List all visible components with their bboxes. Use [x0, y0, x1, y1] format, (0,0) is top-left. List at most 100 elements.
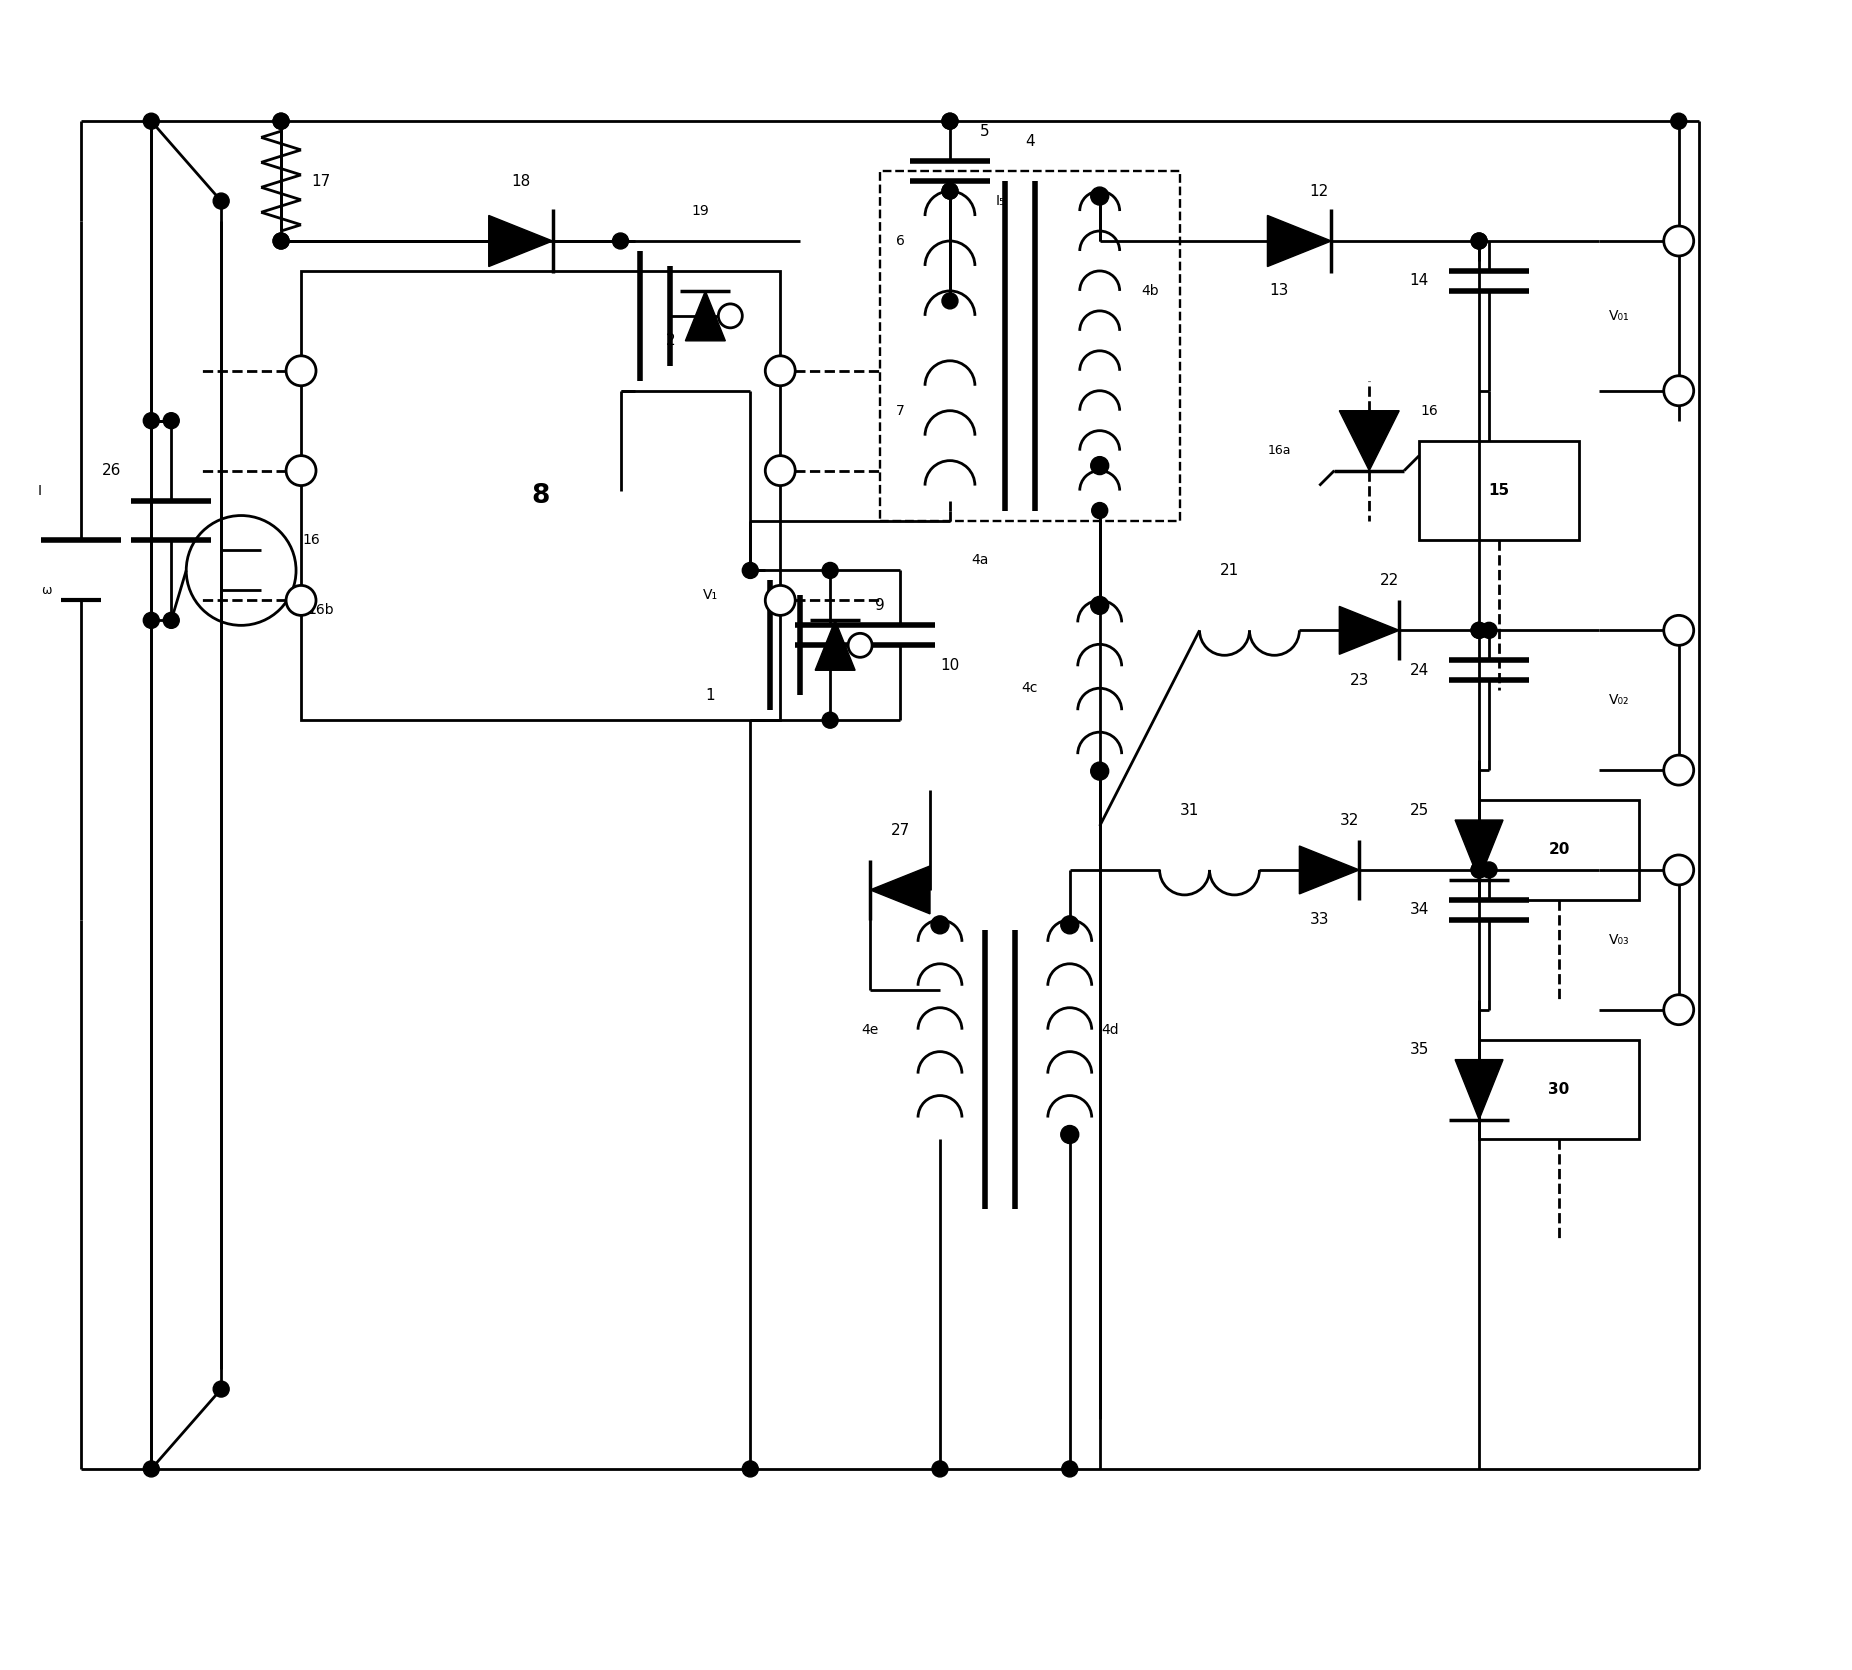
Text: 12: 12	[1309, 184, 1330, 199]
Circle shape	[213, 194, 230, 209]
Circle shape	[1663, 225, 1695, 256]
Text: V₀₁: V₀₁	[1609, 309, 1630, 322]
Text: I: I	[37, 484, 41, 498]
Circle shape	[272, 234, 289, 249]
Circle shape	[272, 114, 289, 129]
Polygon shape	[489, 215, 552, 267]
Circle shape	[1091, 762, 1109, 780]
Circle shape	[1470, 623, 1487, 638]
Text: 25: 25	[1409, 803, 1428, 818]
Bar	[1419, 441, 1580, 541]
Circle shape	[272, 114, 289, 129]
Circle shape	[1091, 456, 1109, 474]
Bar	[1480, 1040, 1639, 1139]
Circle shape	[943, 114, 957, 129]
Circle shape	[1470, 623, 1487, 638]
Bar	[1480, 800, 1639, 900]
Polygon shape	[1267, 215, 1332, 267]
Text: 8: 8	[532, 483, 550, 509]
Circle shape	[1663, 855, 1695, 885]
Bar	[880, 170, 1180, 521]
Text: 15: 15	[1489, 483, 1509, 498]
Text: 10: 10	[941, 658, 959, 673]
Polygon shape	[1339, 411, 1400, 471]
Text: 35: 35	[1409, 1042, 1430, 1057]
Text: 9: 9	[876, 598, 885, 613]
Text: 6: 6	[896, 234, 904, 247]
Text: 24: 24	[1409, 663, 1428, 678]
Text: 34: 34	[1409, 902, 1430, 917]
Circle shape	[143, 114, 159, 129]
Text: 17: 17	[311, 174, 332, 189]
Circle shape	[1091, 503, 1107, 518]
Text: I₅: I₅	[995, 194, 1004, 209]
Circle shape	[1671, 114, 1687, 129]
Text: 21: 21	[1220, 563, 1239, 578]
Text: 18: 18	[511, 174, 530, 189]
Circle shape	[743, 1461, 757, 1476]
Circle shape	[1470, 862, 1487, 878]
Circle shape	[1663, 376, 1695, 406]
Circle shape	[822, 711, 839, 728]
Text: 31: 31	[1180, 803, 1200, 818]
Circle shape	[765, 356, 795, 386]
Text: V₀₂: V₀₂	[1609, 693, 1630, 706]
Circle shape	[1091, 187, 1109, 205]
Text: 22: 22	[1380, 573, 1398, 588]
Circle shape	[1482, 623, 1496, 638]
Polygon shape	[1300, 847, 1359, 893]
Circle shape	[163, 412, 180, 429]
Polygon shape	[1456, 820, 1504, 880]
Circle shape	[765, 586, 795, 615]
Polygon shape	[870, 867, 930, 913]
Text: 4e: 4e	[861, 1022, 878, 1037]
Circle shape	[285, 586, 317, 615]
Circle shape	[943, 184, 957, 199]
Circle shape	[143, 412, 159, 429]
Text: 20: 20	[1548, 842, 1570, 857]
Circle shape	[613, 234, 628, 249]
Text: 13: 13	[1270, 284, 1289, 299]
Circle shape	[1663, 995, 1695, 1025]
Circle shape	[1091, 596, 1109, 615]
Text: 16: 16	[302, 533, 320, 548]
Text: 23: 23	[1350, 673, 1369, 688]
Circle shape	[943, 292, 957, 309]
Circle shape	[1663, 615, 1695, 645]
Text: 16: 16	[1420, 404, 1437, 418]
Circle shape	[1470, 862, 1487, 878]
Circle shape	[932, 915, 948, 934]
Text: V₀₃: V₀₃	[1609, 934, 1630, 947]
Circle shape	[1061, 1126, 1078, 1144]
Circle shape	[765, 456, 795, 486]
Circle shape	[285, 456, 317, 486]
Text: 33: 33	[1309, 912, 1330, 927]
Circle shape	[1482, 862, 1496, 878]
Circle shape	[1663, 755, 1695, 785]
Text: 7: 7	[896, 404, 904, 418]
Circle shape	[1061, 1461, 1078, 1476]
Circle shape	[143, 1461, 159, 1476]
Polygon shape	[815, 620, 856, 670]
Circle shape	[822, 563, 839, 578]
Circle shape	[1470, 234, 1487, 249]
Text: 4c: 4c	[1022, 681, 1037, 695]
Text: 27: 27	[891, 823, 909, 838]
Circle shape	[143, 613, 159, 628]
Polygon shape	[1339, 606, 1400, 655]
Text: 26: 26	[102, 463, 120, 478]
Text: 4d: 4d	[1100, 1022, 1119, 1037]
Circle shape	[1061, 915, 1078, 934]
Text: 1: 1	[706, 688, 715, 703]
Text: 4: 4	[1024, 134, 1035, 149]
Polygon shape	[1456, 1060, 1504, 1119]
Text: 4a: 4a	[970, 553, 989, 568]
Bar	[302, 271, 780, 720]
Circle shape	[719, 304, 743, 327]
Circle shape	[272, 234, 289, 249]
Circle shape	[743, 563, 757, 578]
Circle shape	[848, 633, 872, 658]
Text: 2: 2	[665, 334, 676, 349]
Text: 16a: 16a	[1267, 444, 1291, 458]
Circle shape	[1470, 234, 1487, 249]
